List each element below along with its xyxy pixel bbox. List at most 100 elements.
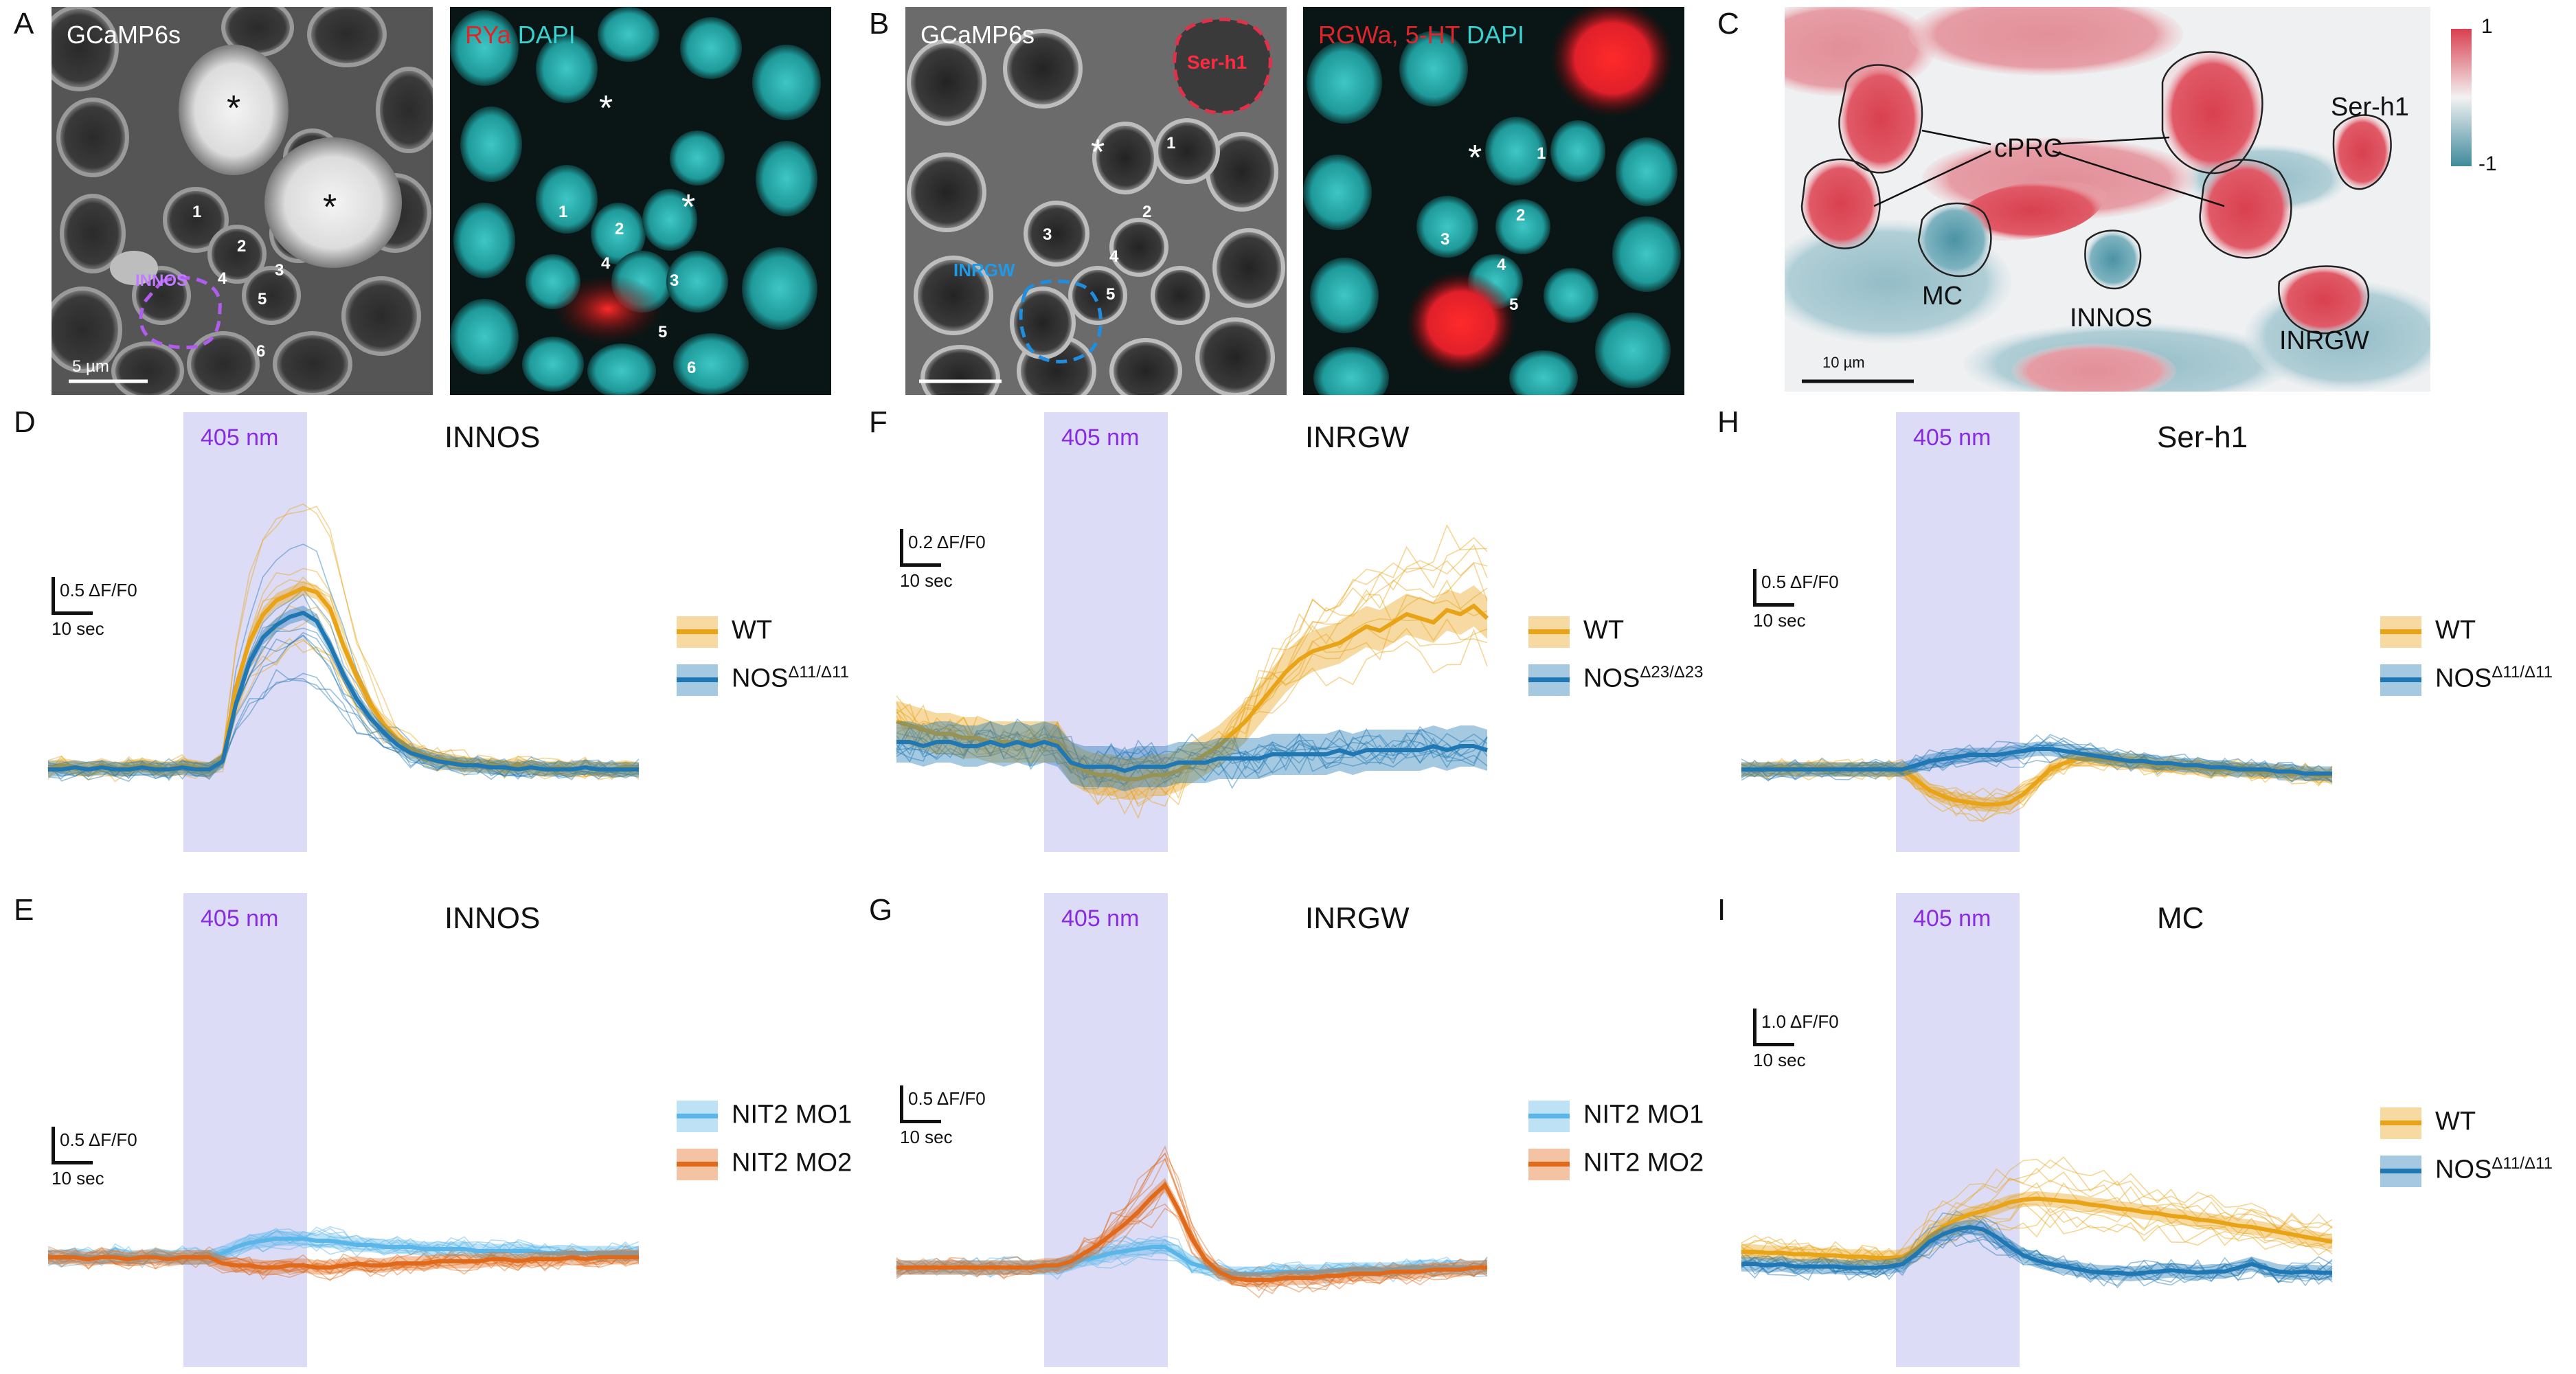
individual-trace (1741, 1228, 2333, 1283)
cell-number: 5 (658, 323, 668, 341)
innos-label: INNOS (2070, 304, 2153, 333)
trace-plot-d (47, 412, 640, 852)
dapi-stain-label: DAPI (1467, 21, 1525, 49)
scale-bar-x-label: 10 sec (900, 570, 953, 591)
mean-trace (1741, 1224, 2332, 1276)
colorbar-min-label: -1 (2478, 153, 2497, 175)
mean-trace (896, 739, 1488, 774)
individual-trace (1741, 1226, 2333, 1282)
scale-bar-vertical (1753, 1009, 1756, 1046)
panel-letter-b: B (869, 7, 890, 41)
trace-plot-i (1741, 893, 2333, 1367)
panel-title: INNOS (444, 420, 541, 454)
legend-label: NIT2 MO1 (732, 1100, 852, 1129)
dapi-micrograph-b: RGWa, 5-HT DAPI * 1 2 3 4 5 (1303, 7, 1684, 395)
scale-bar-x-label: 10 sec (1753, 1050, 1806, 1070)
dapi-stain-label: DAPI (517, 21, 576, 49)
cell-number: 4 (601, 254, 611, 273)
scale-bar-x-label: 10 sec (52, 1168, 104, 1189)
legend-swatch-line (2380, 1120, 2421, 1125)
scale-bar-label: 5 µm (72, 357, 109, 376)
individual-trace (896, 560, 1488, 806)
stimulus-band (1896, 893, 2020, 1367)
individual-trace (1741, 1217, 2333, 1287)
individual-trace (896, 627, 1488, 790)
ryа-stain-label: RYa (465, 21, 511, 49)
individual-trace (1741, 1202, 2333, 1268)
legend-swatch-line (677, 1162, 718, 1167)
star-marker: * (681, 188, 696, 227)
cell-number: 1 (192, 203, 202, 221)
cell-number: 5 (258, 290, 267, 308)
cell-number: 1 (1166, 134, 1176, 153)
individual-trace (896, 730, 1488, 781)
individual-trace (896, 723, 1488, 790)
individual-trace (896, 1152, 1488, 1292)
scale-bar-x-label: 10 sec (52, 618, 104, 639)
individual-trace (47, 1227, 640, 1267)
scale-bar-y-label: 1.0 ΔF/F0 (1761, 1011, 1839, 1032)
gcamp-micrograph-b: GCaMP6s Ser-h1 INRGW * 1 2 3 4 5 (905, 7, 1287, 395)
individual-trace (1741, 1156, 2333, 1265)
legend-label: WT (1583, 616, 1625, 645)
individual-trace (47, 638, 640, 780)
individual-trace (47, 589, 640, 778)
mean-trace (896, 1182, 1487, 1282)
panel-letter-i: I (1717, 893, 1726, 927)
colorbar (2451, 29, 2472, 166)
sem-band (896, 721, 1487, 791)
individual-trace (1741, 1159, 2333, 1263)
cprc-label: cPRC (1994, 134, 2063, 163)
cell-number: 1 (558, 203, 568, 221)
sem-band (1741, 1191, 2332, 1265)
innos-roi-label: INNOS (135, 271, 188, 290)
cell-number: 6 (687, 359, 697, 377)
individual-trace (896, 628, 1488, 785)
individual-trace (896, 722, 1488, 777)
stimulus-label: 405 nm (201, 425, 279, 451)
trace-panel-g: 405 nm INRGW (886, 893, 1491, 1367)
scale-bar-x-label: 10 sec (900, 1127, 953, 1147)
individual-trace (1741, 742, 2333, 783)
mean-trace (48, 610, 639, 772)
individual-trace (896, 1152, 1488, 1298)
panel-title: MC (2157, 901, 2204, 935)
trace-plot-g (896, 893, 1488, 1367)
inrgw-roi-label: INRGW (953, 260, 1015, 280)
cell-number: 3 (275, 261, 284, 280)
legend-swatch-line (2380, 677, 2421, 682)
individual-trace (1741, 1178, 2333, 1263)
panel-letter-e: E (14, 893, 34, 927)
trace-panel-i: 405 nm MC (1731, 893, 2336, 1367)
individual-trace (896, 720, 1488, 782)
scale-bar-y-label: 0.5 ΔF/F0 (60, 1129, 137, 1150)
cell-number: 4 (1109, 247, 1119, 266)
legend-label: WT (732, 616, 773, 645)
star-marker: * (227, 89, 241, 128)
cell-number: 2 (1142, 203, 1152, 221)
individual-trace (1741, 1182, 2333, 1269)
panel-title: INRGW (1305, 901, 1410, 935)
individual-trace (47, 1246, 640, 1276)
legend-swatch-line (1528, 629, 1570, 634)
cell-number: 3 (1043, 225, 1052, 244)
star-marker: * (1091, 133, 1105, 172)
legend-label: NIT2 MO1 (1583, 1100, 1704, 1129)
mean-trace (1741, 747, 2332, 776)
individual-trace (47, 668, 640, 780)
legend-swatch-line (2380, 629, 2421, 634)
trace-panel-h: 405 nm Ser-h1 (1731, 412, 2336, 852)
mean-trace (1741, 1196, 2333, 1260)
panel-title: INRGW (1305, 420, 1410, 454)
individual-trace (896, 596, 1488, 800)
trace-plot-e (47, 893, 640, 1367)
gcamp-micrograph-a: GCaMP6s * * INNOS 5 µm 1 2 3 4 5 6 (52, 7, 433, 395)
legend-swatch-line (677, 629, 718, 634)
individual-trace (896, 1158, 1488, 1294)
legend-swatch-line (2380, 1169, 2421, 1173)
scale-bar-y-label: 0.5 ΔF/F0 (908, 1088, 986, 1109)
rgwa-stain-label: RGWa, 5-HT (1318, 21, 1460, 49)
individual-trace (896, 1235, 1488, 1287)
ser-h1-roi-label: Ser-h1 (1187, 52, 1247, 73)
stimulus-band (1044, 412, 1168, 852)
